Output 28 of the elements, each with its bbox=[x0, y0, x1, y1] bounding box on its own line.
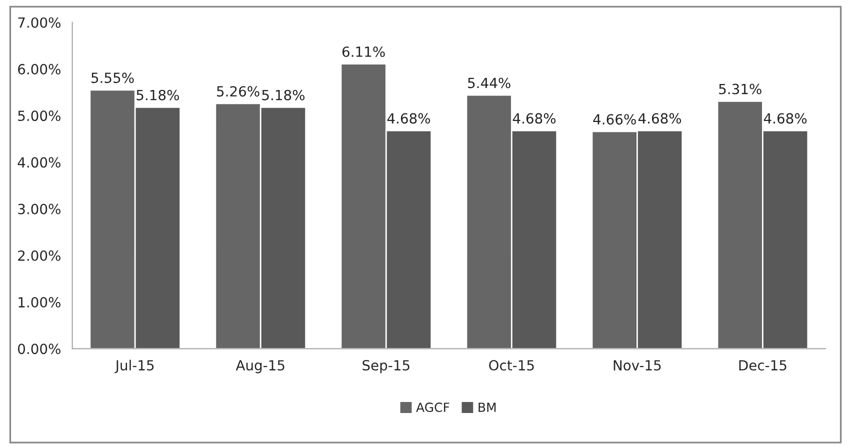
legend-label: AGCF bbox=[416, 402, 450, 412]
data-label: 4.68% bbox=[387, 113, 430, 124]
x-tick-label: Oct-15 bbox=[489, 360, 534, 371]
data-label: 5.44% bbox=[468, 78, 510, 88]
x-tick-label: Dec-15 bbox=[739, 360, 786, 371]
y-tick-label: 0.00% bbox=[18, 344, 60, 354]
data-label: 5.31% bbox=[719, 84, 762, 94]
data-label: 5.55% bbox=[92, 72, 134, 84]
x-tick-label: Jul-15 bbox=[114, 360, 154, 374]
data-label: 6.11% bbox=[342, 46, 385, 57]
x-tick-label: Sep-15 bbox=[362, 360, 410, 374]
y-tick-label: 3.00% bbox=[18, 204, 60, 214]
data-label: 4.68% bbox=[638, 113, 682, 124]
y-tick-label: 6.00% bbox=[18, 64, 60, 74]
data-label: 4.66% bbox=[593, 114, 636, 125]
x-tick-label: Aug-15 bbox=[236, 360, 284, 374]
y-tick-label: 5.00% bbox=[18, 110, 60, 122]
y-tick-label: 7.00% bbox=[18, 17, 60, 28]
y-tick-label: 2.00% bbox=[18, 250, 60, 261]
data-label: 5.18% bbox=[136, 90, 179, 100]
data-label: 4.68% bbox=[512, 113, 556, 124]
data-label: 5.18% bbox=[262, 90, 305, 100]
y-tick-label: 1.00% bbox=[18, 297, 60, 308]
legend-label: BM bbox=[478, 402, 496, 412]
data-label: 5.26% bbox=[217, 86, 260, 97]
y-tick-label: 4.00% bbox=[18, 157, 60, 168]
data-label: 4.68% bbox=[764, 113, 807, 124]
x-tick-label: Nov-15 bbox=[614, 360, 661, 371]
